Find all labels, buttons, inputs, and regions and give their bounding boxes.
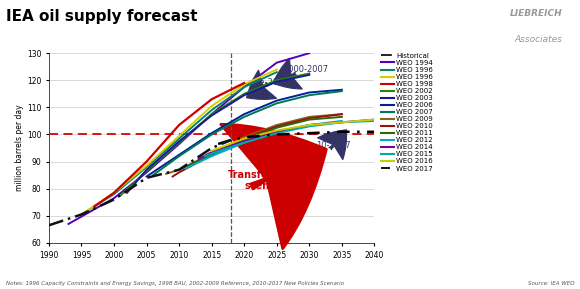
Text: 10-2017: 10-2017 [316,130,350,160]
Text: LIEBREICH: LIEBREICH [510,9,563,18]
Text: 2000-2007: 2000-2007 [273,58,328,89]
Text: Associates: Associates [514,35,563,44]
Legend: Historical, WEO 1994, WEO 1996, WEO 1996, WEO 1998, WEO 2002, WEO 2003, WEO 2006: Historical, WEO 1994, WEO 1996, WEO 1996… [381,53,433,172]
Text: Pre-2000: Pre-2000 [246,70,288,99]
Text: Notes: 1996 Capacity Constraints and Energy Savings, 1998 BAU, 2002-2009 Referen: Notes: 1996 Capacity Constraints and Ene… [6,281,344,286]
Text: IEA oil supply forecast: IEA oil supply forecast [6,9,197,24]
Text: Source: IEA WEO: Source: IEA WEO [528,281,574,286]
Text: Transformation
scenario?: Transformation scenario? [229,170,312,191]
Y-axis label: million barrels per day: million barrels per day [15,105,24,191]
